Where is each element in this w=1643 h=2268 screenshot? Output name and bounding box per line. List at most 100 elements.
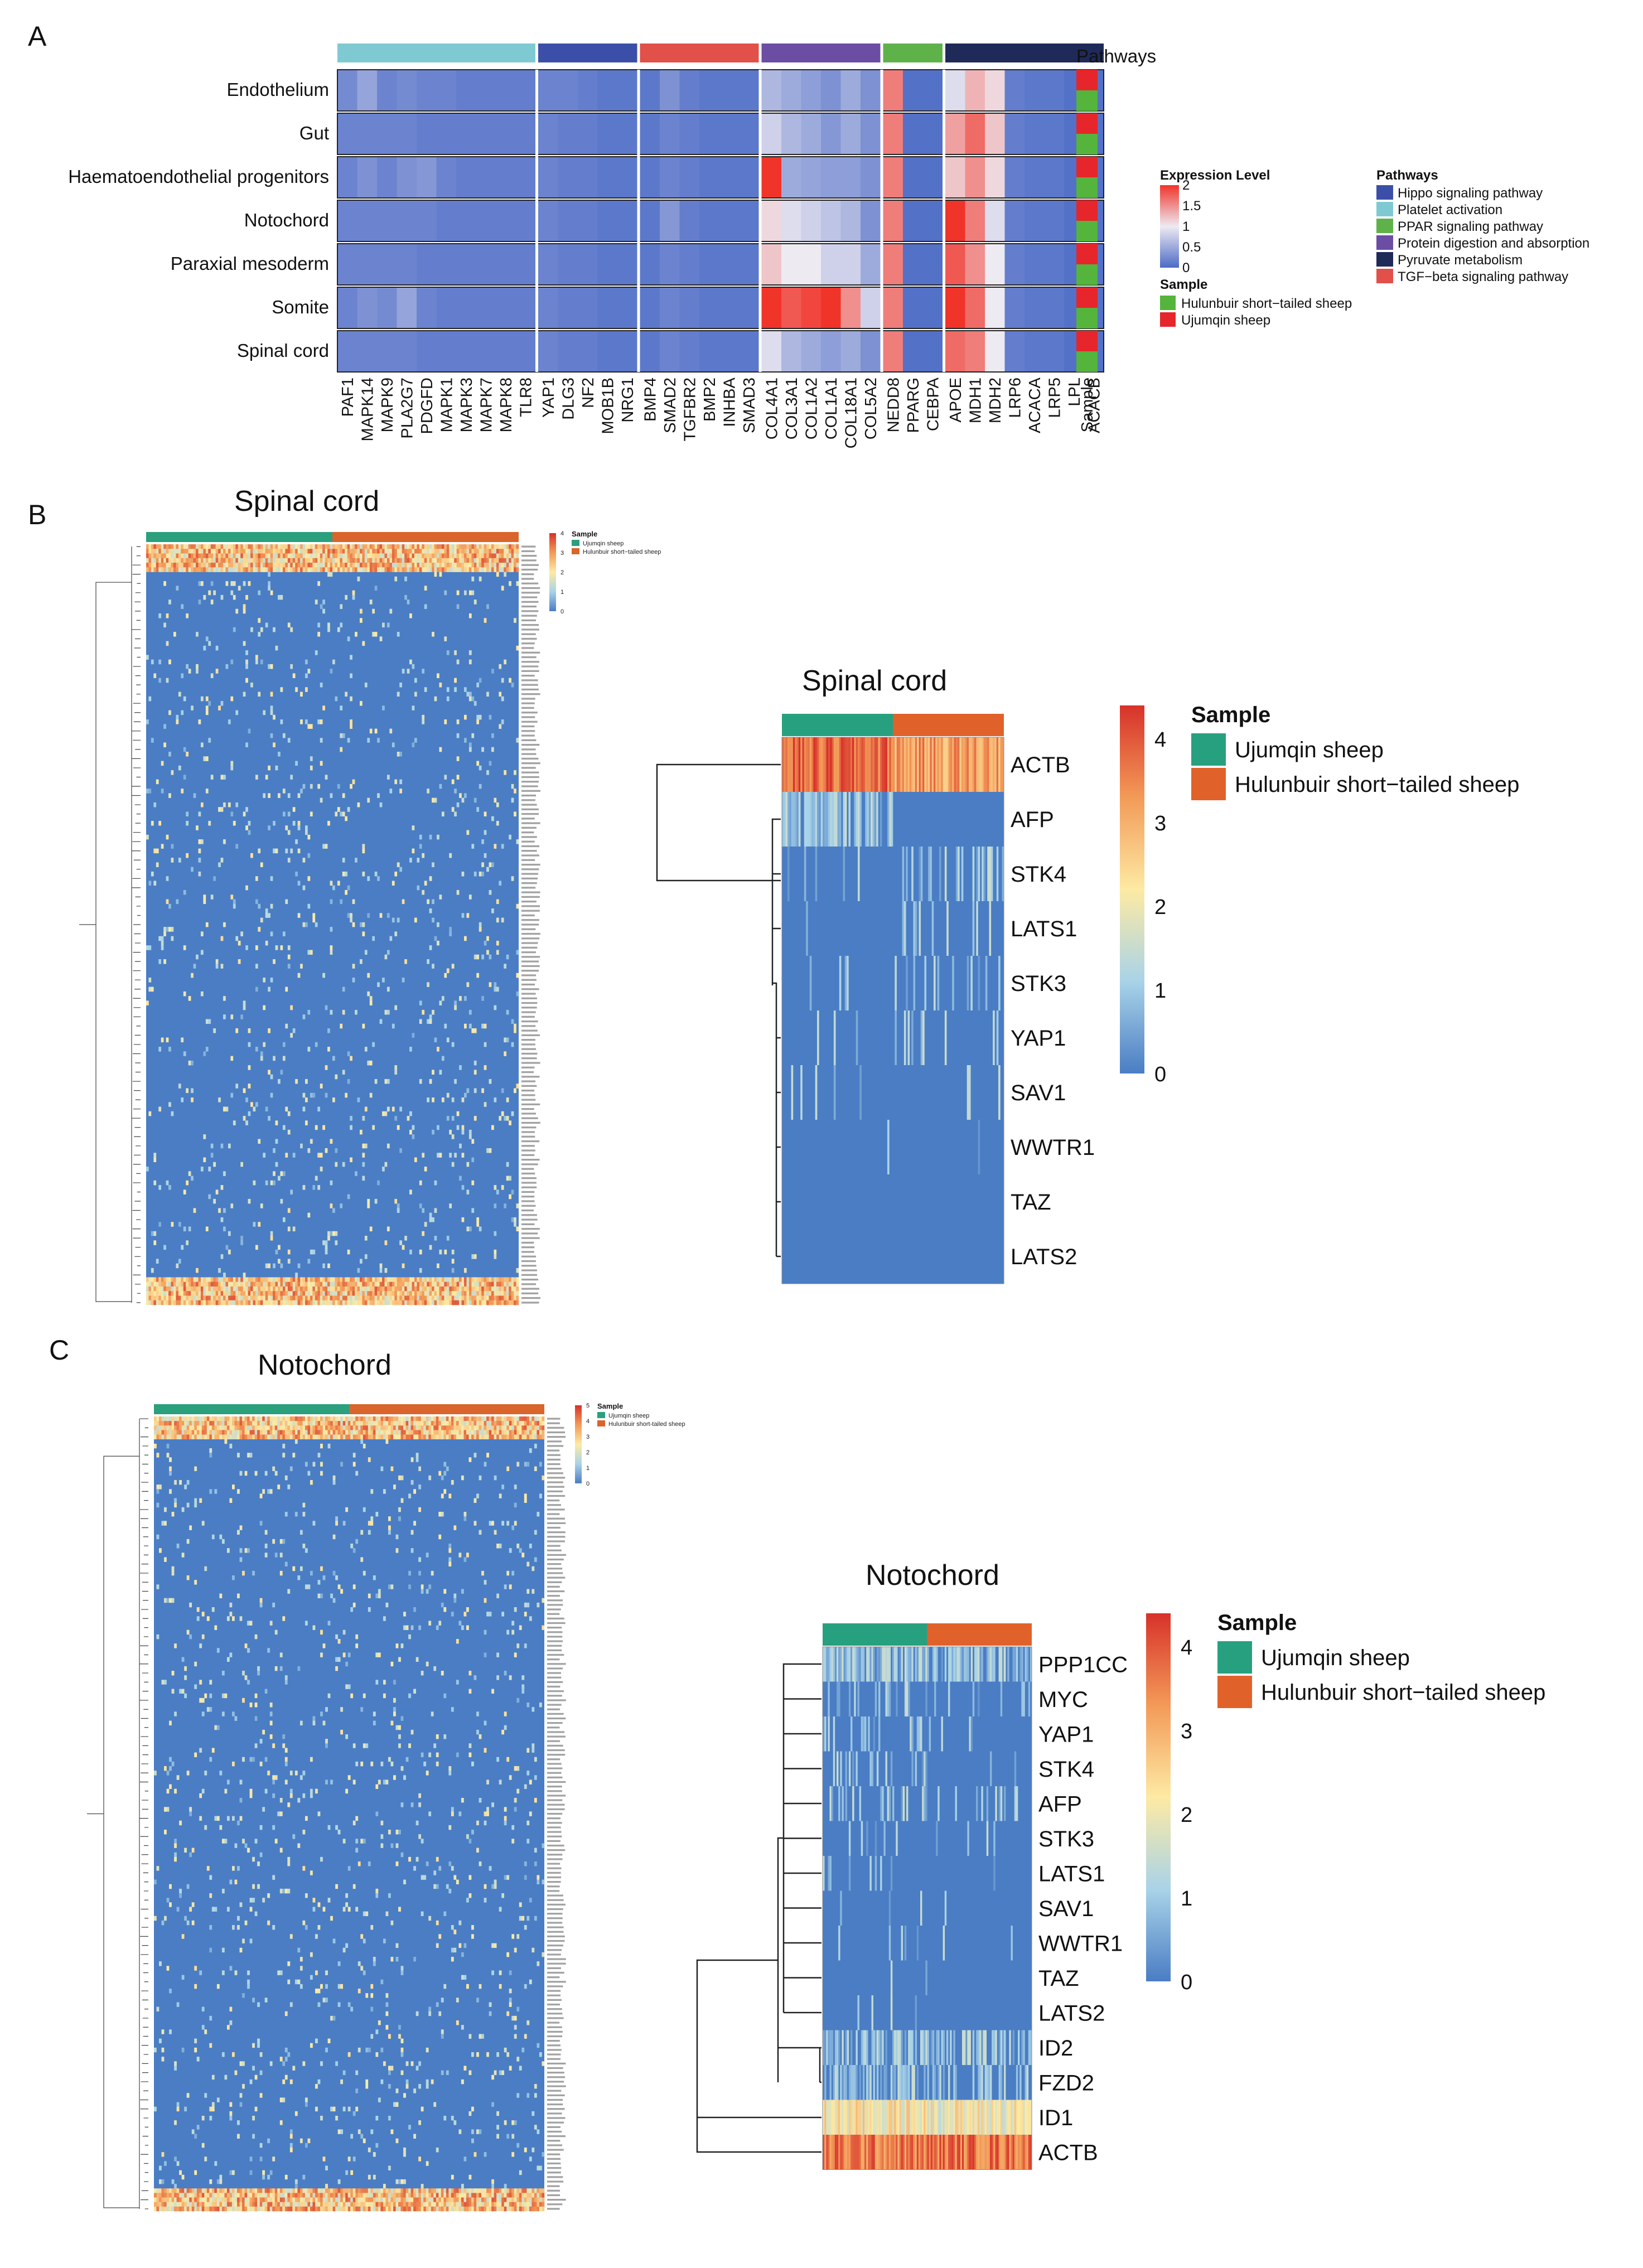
heat-cell [382,1300,385,1305]
cell-gut-col5a2 [861,113,881,154]
heat-cell [310,1295,313,1301]
heat-cell-stk4 [955,847,958,901]
heat-cell [225,1286,229,1292]
heat-cell [432,1286,434,1292]
heat-cell [232,1416,235,1421]
heat-cell [268,586,270,591]
heat-cell [327,1263,330,1269]
heat-cell-stk3 [937,956,940,1010]
heat-cell [176,719,179,724]
heat-cell [290,1291,293,1296]
heat-cell [270,558,273,563]
heat-cell [369,728,373,734]
heat-cell [268,572,270,577]
heat-cell-actb [785,737,788,792]
heat-cell [459,549,462,554]
heat-cell [302,1291,306,1296]
heat-cell [280,558,283,563]
heat-cell [347,1249,350,1255]
heat-cell [484,940,487,946]
heat-cell [377,544,380,549]
heat-cell [434,563,437,568]
heat-cell [357,1421,361,1426]
row-label-mark [521,983,535,986]
heat-cell [379,553,383,559]
heat-cell [534,1443,537,1449]
heat-cell [471,553,475,559]
cell-endothelium-mapk14 [357,70,378,111]
heat-cell-afp [837,792,840,847]
heat-cell [243,1000,246,1005]
heat-cell [393,1421,396,1426]
heat-cell [325,1092,328,1098]
heat-cell [514,1425,517,1430]
cell-haematoendothelial-progenitors-mapk14 [357,157,378,198]
heat-cell [275,945,278,950]
cell-spinal-cord-paf1 [337,331,358,372]
cell-endothelium-apoe [945,70,966,111]
heat-cell [479,549,482,554]
heat-cell [223,558,226,563]
heat-cell [519,1421,522,1426]
heat-cell [213,1162,216,1167]
heat-cell [419,1295,422,1301]
heat-cell [362,558,365,563]
heat-cell [280,549,283,554]
row-label-mark [521,1241,534,1244]
heat-cell [431,1425,434,1430]
heat-cell [305,687,308,692]
heat-cell [350,1434,354,1440]
heat-cell [267,1430,270,1435]
heat-cell [191,1291,194,1296]
heat-cell [384,1009,388,1015]
heat-cell [399,1148,402,1153]
heat-cell [186,1421,190,1426]
heat-cell [312,1300,316,1305]
heat-cell [494,563,497,568]
pathway-annotation-bars [337,43,1104,62]
heat-cell [188,1291,191,1296]
heat-cell [234,1430,238,1435]
heat-cell [223,839,226,844]
heat-cell-actb [983,737,986,792]
heat-cell [295,1286,298,1292]
heat-cell [491,908,494,913]
heat-cell [220,807,224,812]
heat-cell [384,544,388,549]
heat-cell [439,563,442,568]
heat-cell-actb [994,737,997,792]
heat-cell [501,1430,505,1435]
heat-cell [307,1295,311,1301]
heat-cell [352,1291,355,1296]
heat-cell [168,544,171,549]
heat-cell [268,1028,270,1033]
heat-cell [461,1625,464,1631]
heat-cell [219,1421,223,1426]
heat-cell [315,567,318,572]
heat-cell [249,1421,253,1426]
heat-cell [511,683,514,688]
heat-cell [156,558,159,563]
heat-cell [400,1498,404,1503]
heat-cell-actb [958,737,960,792]
heat-cell [327,553,330,559]
heat-cell [359,1300,363,1305]
cell-gut-mapk9 [377,113,398,154]
heat-cell [193,567,196,572]
row-label-mark [521,794,537,797]
heat-cell [456,1434,459,1440]
heat-cell [496,549,499,554]
heat-cell-actb [950,737,953,792]
heat-cell [407,563,410,568]
heat-cell [239,1616,243,1621]
heat-cell [302,1421,306,1426]
heat-cell [402,899,405,905]
heat-cell [397,1277,400,1282]
heat-cell [428,1416,432,1421]
heat-cell [265,622,268,628]
heat-cell [210,1291,214,1296]
heat-cell [158,1300,162,1305]
heat-cell [418,1430,422,1435]
heat-cell [491,1430,494,1435]
row-label-mark [521,785,538,787]
